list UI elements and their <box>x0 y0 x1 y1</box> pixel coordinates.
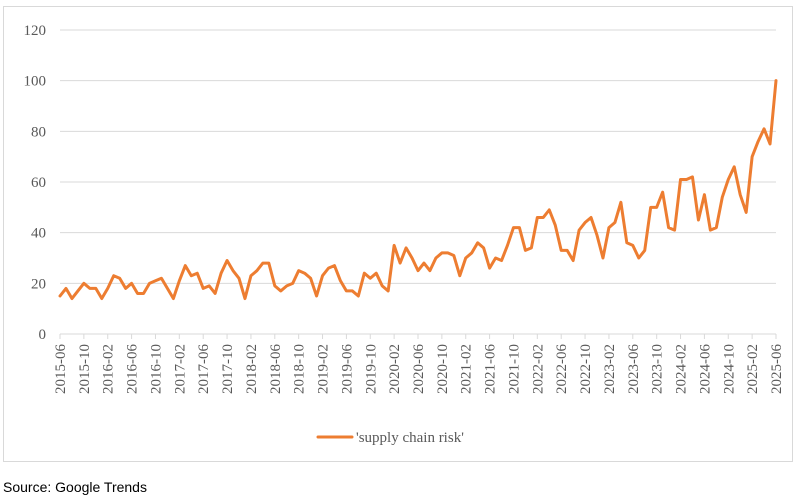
x-tick-label: 2019-06 <box>339 344 355 394</box>
x-tick-label: 2016-06 <box>125 344 141 394</box>
x-tick-label: 2024-06 <box>697 344 713 394</box>
x-tick-label: 2022-10 <box>578 344 594 394</box>
x-tick-label: 2024-10 <box>721 344 737 394</box>
x-tick-label: 2022-06 <box>554 344 570 394</box>
x-tick-label: 2020-02 <box>387 344 403 394</box>
gridlines <box>60 29 776 284</box>
x-tick-labels: 2015-06 2015-10 2016-02 2016-06 2016-10 2017-… <box>53 344 785 394</box>
x-tick-label: 2022-02 <box>530 344 546 394</box>
x-tick-label: 2017-06 <box>196 344 212 394</box>
x-tick-label: 2017-02 <box>172 344 188 394</box>
x-tick-label: 2015-10 <box>77 344 93 394</box>
x-tick-label: 2024-02 <box>674 344 690 394</box>
x-tick-label: 2018-10 <box>292 344 308 394</box>
x-tick-label: 2019-02 <box>316 344 332 394</box>
x-tick-label: 2020-06 <box>411 344 427 394</box>
y-tick-label: 20 <box>31 276 46 292</box>
x-tick-label: 2017-10 <box>220 344 236 394</box>
x-tick-label: 2023-02 <box>602 344 618 394</box>
y-tick-label: 100 <box>24 74 47 90</box>
y-tick-labels: 0 20 40 60 80 100 120 <box>24 23 47 343</box>
y-tick-label: 60 <box>31 175 46 191</box>
x-tick-label: 2023-10 <box>650 344 666 394</box>
x-tick-label: 2018-06 <box>268 344 284 394</box>
x-tick-label: 2021-02 <box>459 344 475 394</box>
x-tick-label: 2019-10 <box>363 344 379 394</box>
x-tick-label: 2025-02 <box>745 344 761 394</box>
series-line <box>58 79 778 301</box>
y-tick-label: 0 <box>39 327 47 343</box>
x-tick-label: 2021-06 <box>483 344 499 394</box>
axes <box>59 333 777 339</box>
chart-area: 0 20 40 60 80 100 120 2015-06 2015-10 2016-02 201… <box>3 6 793 462</box>
x-tick-label: 2023-06 <box>626 344 642 394</box>
x-tick-label: 2021-10 <box>506 344 522 394</box>
y-tick-label: 80 <box>31 124 46 140</box>
legend-label: 'supply chain risk' <box>356 430 464 446</box>
x-tick-label: 2020-10 <box>435 344 451 394</box>
x-tick-label: 2016-02 <box>101 344 117 394</box>
y-tick-label: 40 <box>31 226 46 242</box>
x-tick-label: 2018-02 <box>244 344 260 394</box>
series-lines <box>58 79 778 301</box>
y-tick-label: 120 <box>24 23 47 39</box>
x-tick-label: 2015-06 <box>53 344 69 394</box>
source-note: Source: Google Trends <box>3 479 147 495</box>
x-tick-label: 2025-06 <box>769 344 785 394</box>
x-tick-label: 2016-10 <box>148 344 164 394</box>
legend: 'supply chain risk' <box>316 430 464 446</box>
